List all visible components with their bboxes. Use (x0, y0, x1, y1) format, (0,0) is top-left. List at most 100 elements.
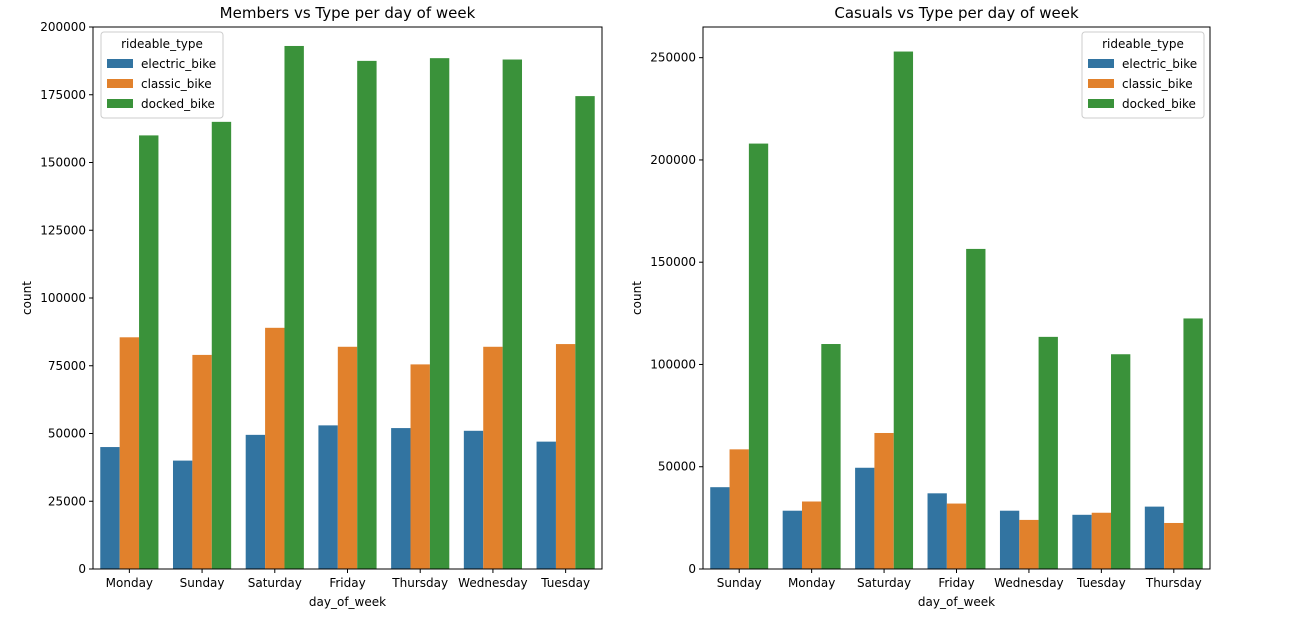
x-tick-label: Tuesday (1076, 576, 1126, 590)
legend-swatch-electric_bike (1088, 59, 1114, 68)
bar-docked_bike-tuesday (1111, 354, 1131, 569)
legend-box (100, 31, 224, 119)
y-tick-label: 75000 (48, 359, 86, 373)
bar-classic_bike-wednesday (1019, 519, 1039, 569)
plot-frame (702, 26, 1211, 570)
bar-electric_bike-monday (100, 447, 120, 569)
x-tick-label: Wednesday (458, 576, 527, 590)
x-tick-label: Thursday (391, 576, 448, 590)
bar-electric_bike-sunday (172, 460, 193, 569)
legend-swatch-electric_bike (107, 59, 133, 68)
x-tick-label: Monday (106, 576, 153, 590)
chart-title: Members vs Type per day of week (220, 4, 476, 22)
bar-classic_bike-saturday (265, 327, 285, 569)
bar-docked_bike-monday (821, 344, 841, 569)
plot-frame (92, 26, 603, 570)
bar-classic_bike-tuesday (1091, 512, 1112, 569)
y-tick-label: 175000 (40, 88, 86, 102)
bar-classic_bike-tuesday (555, 344, 576, 569)
chart-1: Members vs Type per day of week 0 25000 500… (20, 4, 603, 609)
bar-electric_bike-tuesday (1072, 514, 1092, 569)
bar-electric_bike-thursday (391, 428, 411, 569)
bar-docked_bike-sunday (748, 143, 769, 570)
bar-classic_bike-saturday (874, 432, 894, 569)
bar-docked_bike-sunday (211, 121, 232, 569)
bar-classic_bike-sunday (192, 354, 212, 569)
y-tick-label: 0 (688, 562, 696, 576)
y-tick-label: 200000 (650, 153, 696, 167)
x-axis-label: day_of_week (918, 595, 995, 609)
bar-electric_bike-sunday (710, 487, 730, 569)
bar-docked_bike-friday (357, 60, 377, 569)
y-tick-label: 200000 (40, 20, 86, 34)
x-tick-label: Friday (938, 576, 974, 590)
legend-entry-classic_bike: classic_bike (141, 77, 212, 91)
legend-entry-docked_bike: docked_bike (141, 97, 215, 111)
bar-docked_bike-friday (966, 248, 986, 569)
x-axis-label: day_of_week (309, 595, 386, 609)
bar-docked_bike-tuesday (575, 96, 595, 569)
x-tick-label: Sunday (180, 576, 225, 590)
y-tick-label: 50000 (48, 427, 86, 441)
legend-box (1081, 31, 1205, 119)
bar-classic_bike-friday (946, 503, 967, 569)
bar-classic_bike-wednesday (483, 346, 503, 569)
bar-docked_bike-wednesday (502, 59, 523, 570)
chart-title: Casuals vs Type per day of week (834, 4, 1079, 22)
x-tick-label: Sunday (717, 576, 762, 590)
bar-classic_bike-thursday (1164, 522, 1184, 569)
bar-electric_bike-wednesday (999, 510, 1020, 569)
y-tick-label: 150000 (650, 255, 696, 269)
x-tick-label: Tuesday (540, 576, 590, 590)
chart-2: Casuals vs Type per day of week 0 50000 100… (630, 4, 1211, 609)
legend-entry-classic_bike: classic_bike (1122, 77, 1193, 91)
bar-docked_bike-saturday (893, 51, 914, 569)
bar-classic_bike-monday (119, 337, 140, 569)
legend-swatch-docked_bike (107, 99, 133, 108)
bar-classic_bike-sunday (729, 449, 749, 569)
x-tick-label: Monday (788, 576, 835, 590)
x-tick-label: Friday (329, 576, 365, 590)
bar-docked_bike-monday (139, 135, 159, 569)
x-tick-label: Saturday (248, 576, 302, 590)
y-tick-label: 100000 (650, 357, 696, 371)
y-tick-label: 0 (78, 562, 86, 576)
bar-docked_bike-thursday (429, 58, 450, 569)
y-tick-label: 100000 (40, 291, 86, 305)
legend-swatch-classic_bike (107, 79, 133, 88)
legend: rideable_type electric_bike classic_bikedo… (100, 31, 224, 119)
legend-entry-electric_bike: electric_bike (141, 57, 216, 71)
x-tick-label: Thursday (1145, 576, 1202, 590)
y-tick-label: 150000 (40, 156, 86, 170)
y-axis-label: count (630, 281, 644, 315)
legend: rideable_type electric_bike classic_bikedo… (1081, 31, 1205, 119)
legend-swatch-docked_bike (1088, 99, 1114, 108)
bar-electric_bike-thursday (1144, 506, 1165, 569)
legend-title: rideable_type (121, 37, 203, 51)
y-tick-label: 25000 (48, 494, 86, 508)
bar-classic_bike-monday (801, 501, 822, 569)
bar-electric_bike-tuesday (536, 441, 556, 569)
x-tick-label: Wednesday (994, 576, 1063, 590)
y-tick-label: 250000 (650, 51, 696, 65)
bar-classic_bike-thursday (410, 364, 430, 569)
x-tick-label: Saturday (857, 576, 911, 590)
bar-electric_bike-wednesday (463, 430, 484, 569)
y-tick-label: 125000 (40, 223, 86, 237)
bar-electric_bike-friday (318, 425, 338, 569)
bar-docked_bike-wednesday (1038, 336, 1058, 569)
bar-electric_bike-monday (782, 510, 802, 569)
legend-swatch-classic_bike (1088, 79, 1114, 88)
bar-docked_bike-thursday (1183, 318, 1203, 569)
bar-electric_bike-saturday (855, 467, 875, 569)
bar-electric_bike-friday (927, 493, 947, 569)
y-axis-label: count (20, 281, 34, 315)
y-tick-label: 50000 (658, 460, 696, 474)
bar-electric_bike-saturday (245, 434, 266, 569)
legend-entry-docked_bike: docked_bike (1122, 97, 1196, 111)
bar-classic_bike-friday (337, 346, 358, 569)
bar-docked_bike-saturday (284, 45, 304, 570)
legend-entry-electric_bike: electric_bike (1122, 57, 1197, 71)
legend-title: rideable_type (1102, 37, 1184, 51)
